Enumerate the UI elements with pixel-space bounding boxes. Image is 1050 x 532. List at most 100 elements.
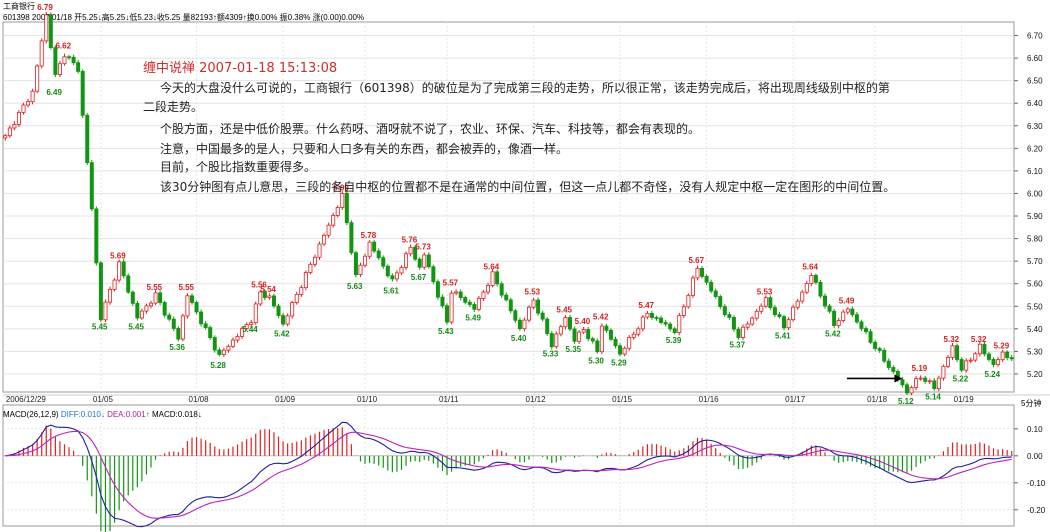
candle-body <box>308 263 313 273</box>
price-tick-label: 5.20 <box>1027 370 1043 379</box>
candle-body <box>700 267 705 277</box>
candle-body <box>139 310 144 319</box>
extreme-price-label: 5.45 <box>556 306 572 315</box>
date-label: 01/05 <box>93 395 114 404</box>
candle-body <box>900 379 905 386</box>
candle-body <box>531 299 536 308</box>
date-label: 2006/12/29 <box>6 395 47 404</box>
candle-body <box>604 325 609 331</box>
candle-body <box>891 367 896 372</box>
candle-body <box>986 353 991 360</box>
extreme-price-label: 5.41 <box>775 332 791 341</box>
candle-body <box>950 345 955 358</box>
candle-body <box>240 328 245 337</box>
candle-body <box>490 271 495 286</box>
candle-body <box>326 224 331 236</box>
candle-body <box>536 299 541 314</box>
candle-body <box>608 329 613 340</box>
extreme-price-label: 5.45 <box>92 323 108 332</box>
candle-body <box>504 294 509 301</box>
candle-body <box>567 317 572 330</box>
candle-body <box>618 345 623 355</box>
candle-body <box>718 296 723 307</box>
candle-body <box>71 56 76 64</box>
candle-body <box>372 241 377 252</box>
candle-body <box>904 384 909 394</box>
candle-body <box>281 315 286 325</box>
candle-body <box>299 287 304 295</box>
extreme-price-label: 5.67 <box>688 256 704 265</box>
candle-body <box>827 305 832 312</box>
candle-body <box>472 304 477 310</box>
extreme-price-label: 5.24 <box>985 370 1001 379</box>
candle-body <box>526 306 531 321</box>
candle-body <box>94 208 99 264</box>
candle-body <box>914 378 919 388</box>
candle-body <box>681 306 686 316</box>
candle-body <box>558 326 563 335</box>
candle-body <box>39 40 44 67</box>
extreme-price-label: 5.44 <box>242 325 258 334</box>
candle-body <box>549 333 554 348</box>
candle-body <box>727 314 732 318</box>
candle-body <box>627 337 632 349</box>
extreme-price-label: 5.28 <box>210 361 226 370</box>
extreme-price-label: 5.69 <box>110 251 126 260</box>
candle-body <box>768 297 773 308</box>
candle-body <box>431 266 436 283</box>
candle-body <box>936 377 941 390</box>
candle-body <box>782 316 787 329</box>
candle-body <box>800 291 805 302</box>
candle-body <box>449 292 454 323</box>
extreme-price-label: 5.40 <box>511 334 527 343</box>
candle-body <box>977 343 982 355</box>
candle-body <box>130 291 135 304</box>
candle-body <box>7 127 12 137</box>
candle-body <box>271 295 276 307</box>
candle-body <box>30 90 35 103</box>
candle-body <box>945 357 950 367</box>
date-label: 01/08 <box>189 395 210 404</box>
candle-body <box>941 365 946 379</box>
candle-body <box>353 252 358 275</box>
price-tick-label: 5.30 <box>1027 347 1043 356</box>
candle-body <box>795 300 800 308</box>
extreme-price-label: 6.49 <box>46 88 62 97</box>
quote-line: 601398 2007/01/18 开5.25↓高5.25↓低5.23↓收5.2… <box>3 13 365 22</box>
candle-body <box>836 320 841 326</box>
candle-body <box>577 331 582 342</box>
candle-body <box>303 272 308 289</box>
date-label: 01/18 <box>867 395 888 404</box>
candle-body <box>21 104 26 113</box>
candle-body <box>955 345 960 360</box>
candle-body <box>481 291 486 299</box>
candle-body <box>750 317 755 325</box>
candle-body <box>230 339 235 347</box>
candle-body <box>832 310 837 326</box>
extreme-price-label: 5.19 <box>912 364 928 373</box>
candle-body <box>153 292 158 304</box>
candle-body <box>426 254 431 268</box>
candle-body <box>672 328 677 333</box>
candle-body <box>89 162 94 210</box>
candle-body <box>162 302 167 316</box>
candle-body <box>454 291 459 294</box>
candle-body <box>158 292 163 303</box>
candle-body <box>290 302 295 317</box>
candle-body <box>322 234 327 245</box>
macd-dea-line <box>5 430 1012 519</box>
price-tick-label: 6.70 <box>1027 32 1043 41</box>
macd-tick-label: -0.20 <box>1027 506 1046 515</box>
candle-body <box>244 324 249 329</box>
candle-body <box>358 264 363 275</box>
candle-body <box>445 305 450 323</box>
candle-body <box>1000 351 1005 361</box>
candle-body <box>12 123 17 129</box>
candle-body <box>26 101 31 106</box>
candle-body <box>868 331 873 343</box>
candle-body <box>513 310 518 321</box>
candle-body <box>923 377 928 382</box>
candle-body <box>422 254 427 268</box>
candle-body <box>595 340 600 353</box>
